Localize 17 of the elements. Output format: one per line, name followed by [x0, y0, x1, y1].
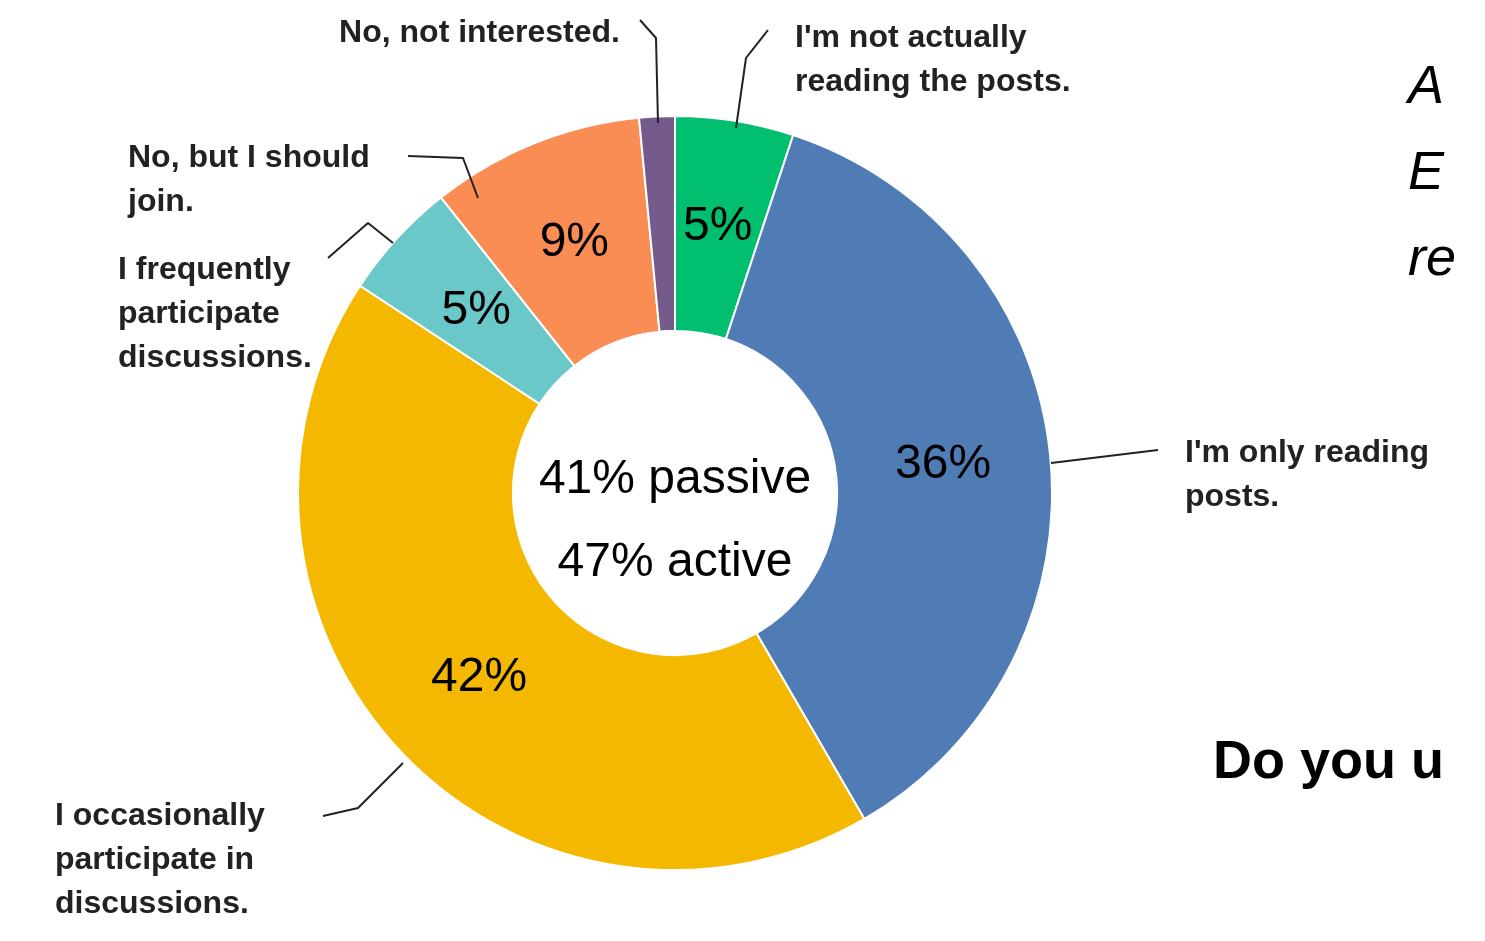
slice-label: I'm only reading posts.: [1185, 432, 1430, 513]
text: 47% active: [557, 533, 793, 587]
text: A: [1405, 54, 1445, 115]
slice-label: No, not interested.: [339, 12, 620, 49]
text: Do you u: [1213, 728, 1444, 789]
data-label: 42%: [431, 648, 528, 702]
data-label: 5%: [683, 197, 753, 251]
text: 41% passive: [538, 450, 812, 504]
slice-label: I'm not actually reading the posts.: [795, 17, 1071, 98]
slice-label: I frequently participate discussions.: [118, 249, 312, 374]
data-label: 5%: [441, 281, 511, 335]
data-label: 9%: [539, 213, 610, 267]
slice-label: I occasionally participate in discussions.: [55, 795, 266, 920]
slice-label: No, but I should join.: [127, 137, 370, 218]
text: re: [1408, 226, 1457, 287]
data-label: 36%: [895, 435, 992, 489]
text: E: [1408, 140, 1445, 201]
